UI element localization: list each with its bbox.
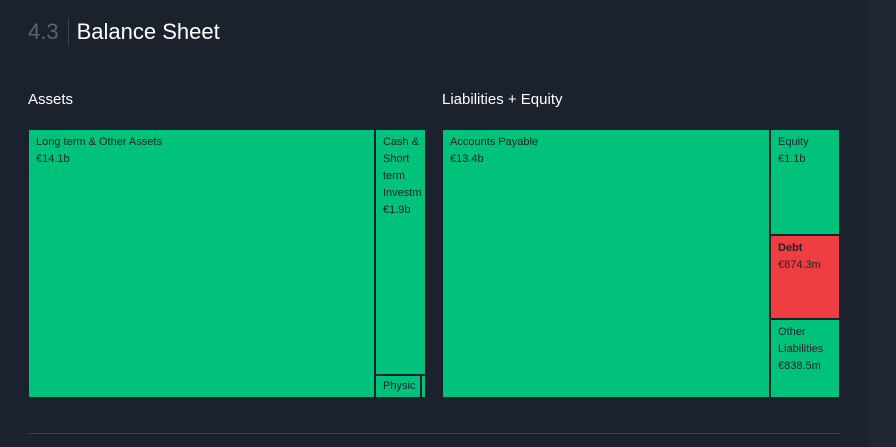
treemap-cell-accounts-payable[interactable]: Accounts Payable €13.4b [442,129,770,398]
assets-treemap: Long term & Other Assets €14.1b Cash & S… [28,129,426,398]
treemap-cell-debt[interactable]: Debt €874.3m [770,235,840,319]
cell-value: €874.3m [778,259,821,271]
header-divider [67,18,69,46]
treemap-cell-other[interactable] [421,375,426,398]
treemap-cell-cash-short-term[interactable]: Cash & Short term Investm €1.9b [375,129,426,375]
treemap-cell-long-term-other-assets[interactable]: Long term & Other Assets €14.1b [28,129,375,398]
section-number: 4.3 [28,19,59,44]
section-header: 4.3 Balance Sheet [28,17,220,47]
assets-title: Assets [28,91,74,108]
cell-value: €13.4b [450,153,484,165]
liabilities-equity-title: Liabilities + Equity [442,91,563,108]
cell-label: Accounts Payable [450,136,539,148]
cell-label: Long term & Other Assets [36,136,162,148]
section-title: Balance Sheet [76,19,220,44]
cell-label: Physic [383,380,416,392]
cell-label: Cash & Short term Investm [383,136,422,199]
cell-value: €14.1b [36,153,70,165]
treemap-cell-physical-assets[interactable]: Physic [375,375,421,398]
treemap-cell-equity[interactable]: Equity €1.1b [770,129,840,235]
cell-label: Equity [778,136,809,148]
liabilities-equity-treemap: Accounts Payable €13.4b Equity €1.1b Deb… [442,129,840,398]
cell-label: Other Liabilities [778,326,824,355]
cell-label: Debt [778,242,803,254]
right-panel-edge [869,0,896,447]
cell-value: €1.9b [383,204,411,216]
treemap-cell-other-liabilities[interactable]: Other Liabilities €838.5m [770,319,840,398]
cell-value: €838.5m [778,360,821,372]
bottom-divider [28,433,840,434]
cell-value: €1.1b [778,153,806,165]
